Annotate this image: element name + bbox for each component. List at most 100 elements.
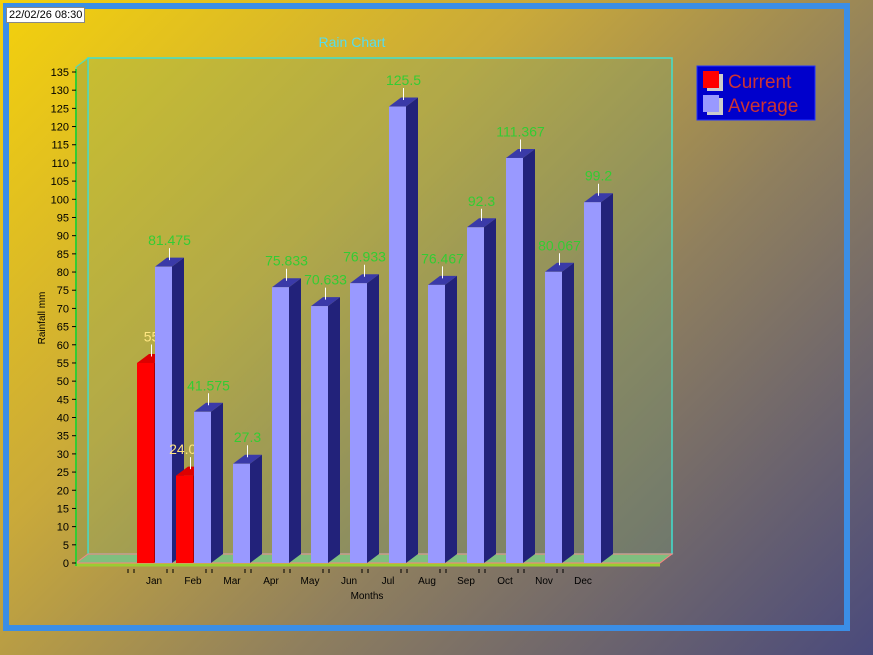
y-axis-label: Rainfall mm — [37, 292, 48, 345]
legend-label-current: Current — [728, 72, 792, 93]
y-tick-label: 40 — [57, 413, 69, 425]
bar-average-apr-label: 75.833 — [265, 253, 308, 269]
y-tick-label: 65 — [57, 322, 69, 334]
y-tick-label: 20 — [57, 485, 69, 497]
y-tick-label: 105 — [51, 176, 69, 188]
y-tick-label: 85 — [57, 249, 69, 261]
bar-average-sep-front — [467, 227, 484, 563]
plot-side-wall — [75, 57, 89, 564]
bar-average-apr: 75.833 — [265, 253, 308, 563]
chart-title: Rain Chart — [319, 34, 386, 50]
y-tick-label: 15 — [57, 503, 69, 515]
y-tick-label: 45 — [57, 394, 69, 406]
bar-average-nov-side — [562, 262, 574, 563]
y-tick-label: 120 — [51, 122, 69, 134]
y-tick-label: 135 — [51, 67, 69, 79]
bar-current-jan-front — [137, 362, 154, 563]
bar-average-jun-side — [367, 274, 379, 563]
legend: Current Average — [696, 65, 816, 121]
bar-average-dec-front — [584, 202, 601, 563]
x-tick-label-may: May — [301, 576, 320, 587]
bar-average-jan-top — [155, 257, 184, 267]
y-tick-label: 0 — [63, 558, 69, 570]
bar-average-may-label: 70.633 — [304, 272, 347, 288]
bar-average-feb-side — [211, 402, 223, 563]
bar-average-aug: 76.467 — [421, 250, 464, 563]
timestamp-label: 22/02/26 08:30 — [6, 7, 86, 23]
bar-current-feb-front — [176, 475, 193, 563]
bar-average-feb-front — [194, 411, 211, 563]
x-tick-label-oct: Oct — [497, 576, 513, 587]
bar-average-dec-label: 99.2 — [585, 168, 612, 184]
x-axis-label: Months — [351, 591, 384, 602]
legend-swatch-current — [703, 71, 719, 88]
x-tick-label-dec: Dec — [574, 576, 592, 587]
bar-average-jan-front — [155, 266, 172, 563]
y-tick-label: 110 — [51, 158, 69, 170]
legend-swatch-average — [703, 95, 719, 112]
bar-average-may: 70.633 — [304, 272, 347, 563]
bar-average-nov: 80.067 — [538, 237, 581, 563]
y-tick-label: 70 — [57, 303, 69, 315]
bar-average-mar: 27.3 — [233, 429, 262, 563]
x-tick-label-feb: Feb — [184, 576, 202, 587]
bar-average-jul: 125.5 — [386, 72, 421, 563]
x-tick-label-jun: Jun — [341, 576, 357, 587]
bar-average-oct-top — [506, 148, 535, 158]
x-tick-label-nov: Nov — [535, 576, 553, 587]
bar-average-feb-label: 41.575 — [187, 377, 230, 393]
bar-average-oct-side — [523, 148, 535, 563]
bar-average-jul-front — [389, 106, 406, 563]
y-tick-label: 125 — [51, 103, 69, 115]
bar-average-dec-side — [601, 193, 613, 563]
bar-average-feb-top — [194, 402, 223, 412]
bar-average-jun-front — [350, 283, 367, 563]
bar-average-nov-top — [545, 262, 574, 272]
y-tick-label: 10 — [57, 522, 69, 534]
bar-average-sep: 92.3 — [467, 193, 496, 563]
bar-average-may-front — [311, 306, 328, 563]
bar-average-sep-label: 92.3 — [468, 193, 495, 209]
bar-average-mar-label: 27.3 — [234, 429, 261, 445]
x-tick-label-aug: Aug — [418, 576, 436, 587]
bar-average-aug-top — [428, 275, 457, 285]
y-tick-label: 130 — [51, 85, 69, 97]
bar-average-apr-side — [289, 278, 301, 563]
bar-average-jun-label: 76.933 — [343, 249, 386, 265]
bar-average-apr-front — [272, 287, 289, 563]
bar-average-sep-top — [467, 218, 496, 228]
y-tick-label: 90 — [57, 231, 69, 243]
y-tick-label: 100 — [51, 194, 69, 206]
bar-average-jun-top — [350, 274, 379, 284]
bar-average-oct: 111.367 — [496, 123, 545, 563]
y-tick-label: 25 — [57, 467, 69, 479]
x-tick-label-jan: Jan — [146, 576, 162, 587]
y-tick-label: 75 — [57, 285, 69, 297]
bar-average-aug-label: 76.467 — [421, 250, 464, 266]
bar-average-mar-side — [250, 454, 262, 563]
x-tick-label-mar: Mar — [223, 576, 241, 587]
bar-average-jul-side — [406, 97, 418, 563]
x-tick-label-apr: Apr — [263, 576, 279, 587]
y-tick-label: 5 — [63, 540, 69, 552]
bar-average-feb: 41.575 — [187, 377, 230, 563]
bar-average-may-top — [311, 297, 340, 307]
x-tick-label-sep: Sep — [457, 576, 475, 587]
bar-average-jul-label: 125.5 — [386, 72, 421, 88]
bar-average-aug-front — [428, 284, 445, 563]
bar-average-aug-side — [445, 275, 457, 563]
bar-average-mar-top — [233, 454, 262, 464]
x-tick-label-jul: Jul — [382, 576, 395, 587]
bar-average-dec-top — [584, 193, 613, 203]
y-tick-label: 95 — [57, 212, 69, 224]
y-tick-label: 35 — [57, 431, 69, 443]
bar-average-oct-label: 111.367 — [496, 123, 545, 139]
bar-average-apr-top — [272, 278, 301, 288]
bar-average-oct-front — [506, 157, 523, 563]
window-border — [3, 3, 850, 631]
y-tick-label: 55 — [57, 358, 69, 370]
bar-average-nov-label: 80.067 — [538, 237, 581, 253]
bar-average-jan-label: 81.475 — [148, 232, 191, 248]
